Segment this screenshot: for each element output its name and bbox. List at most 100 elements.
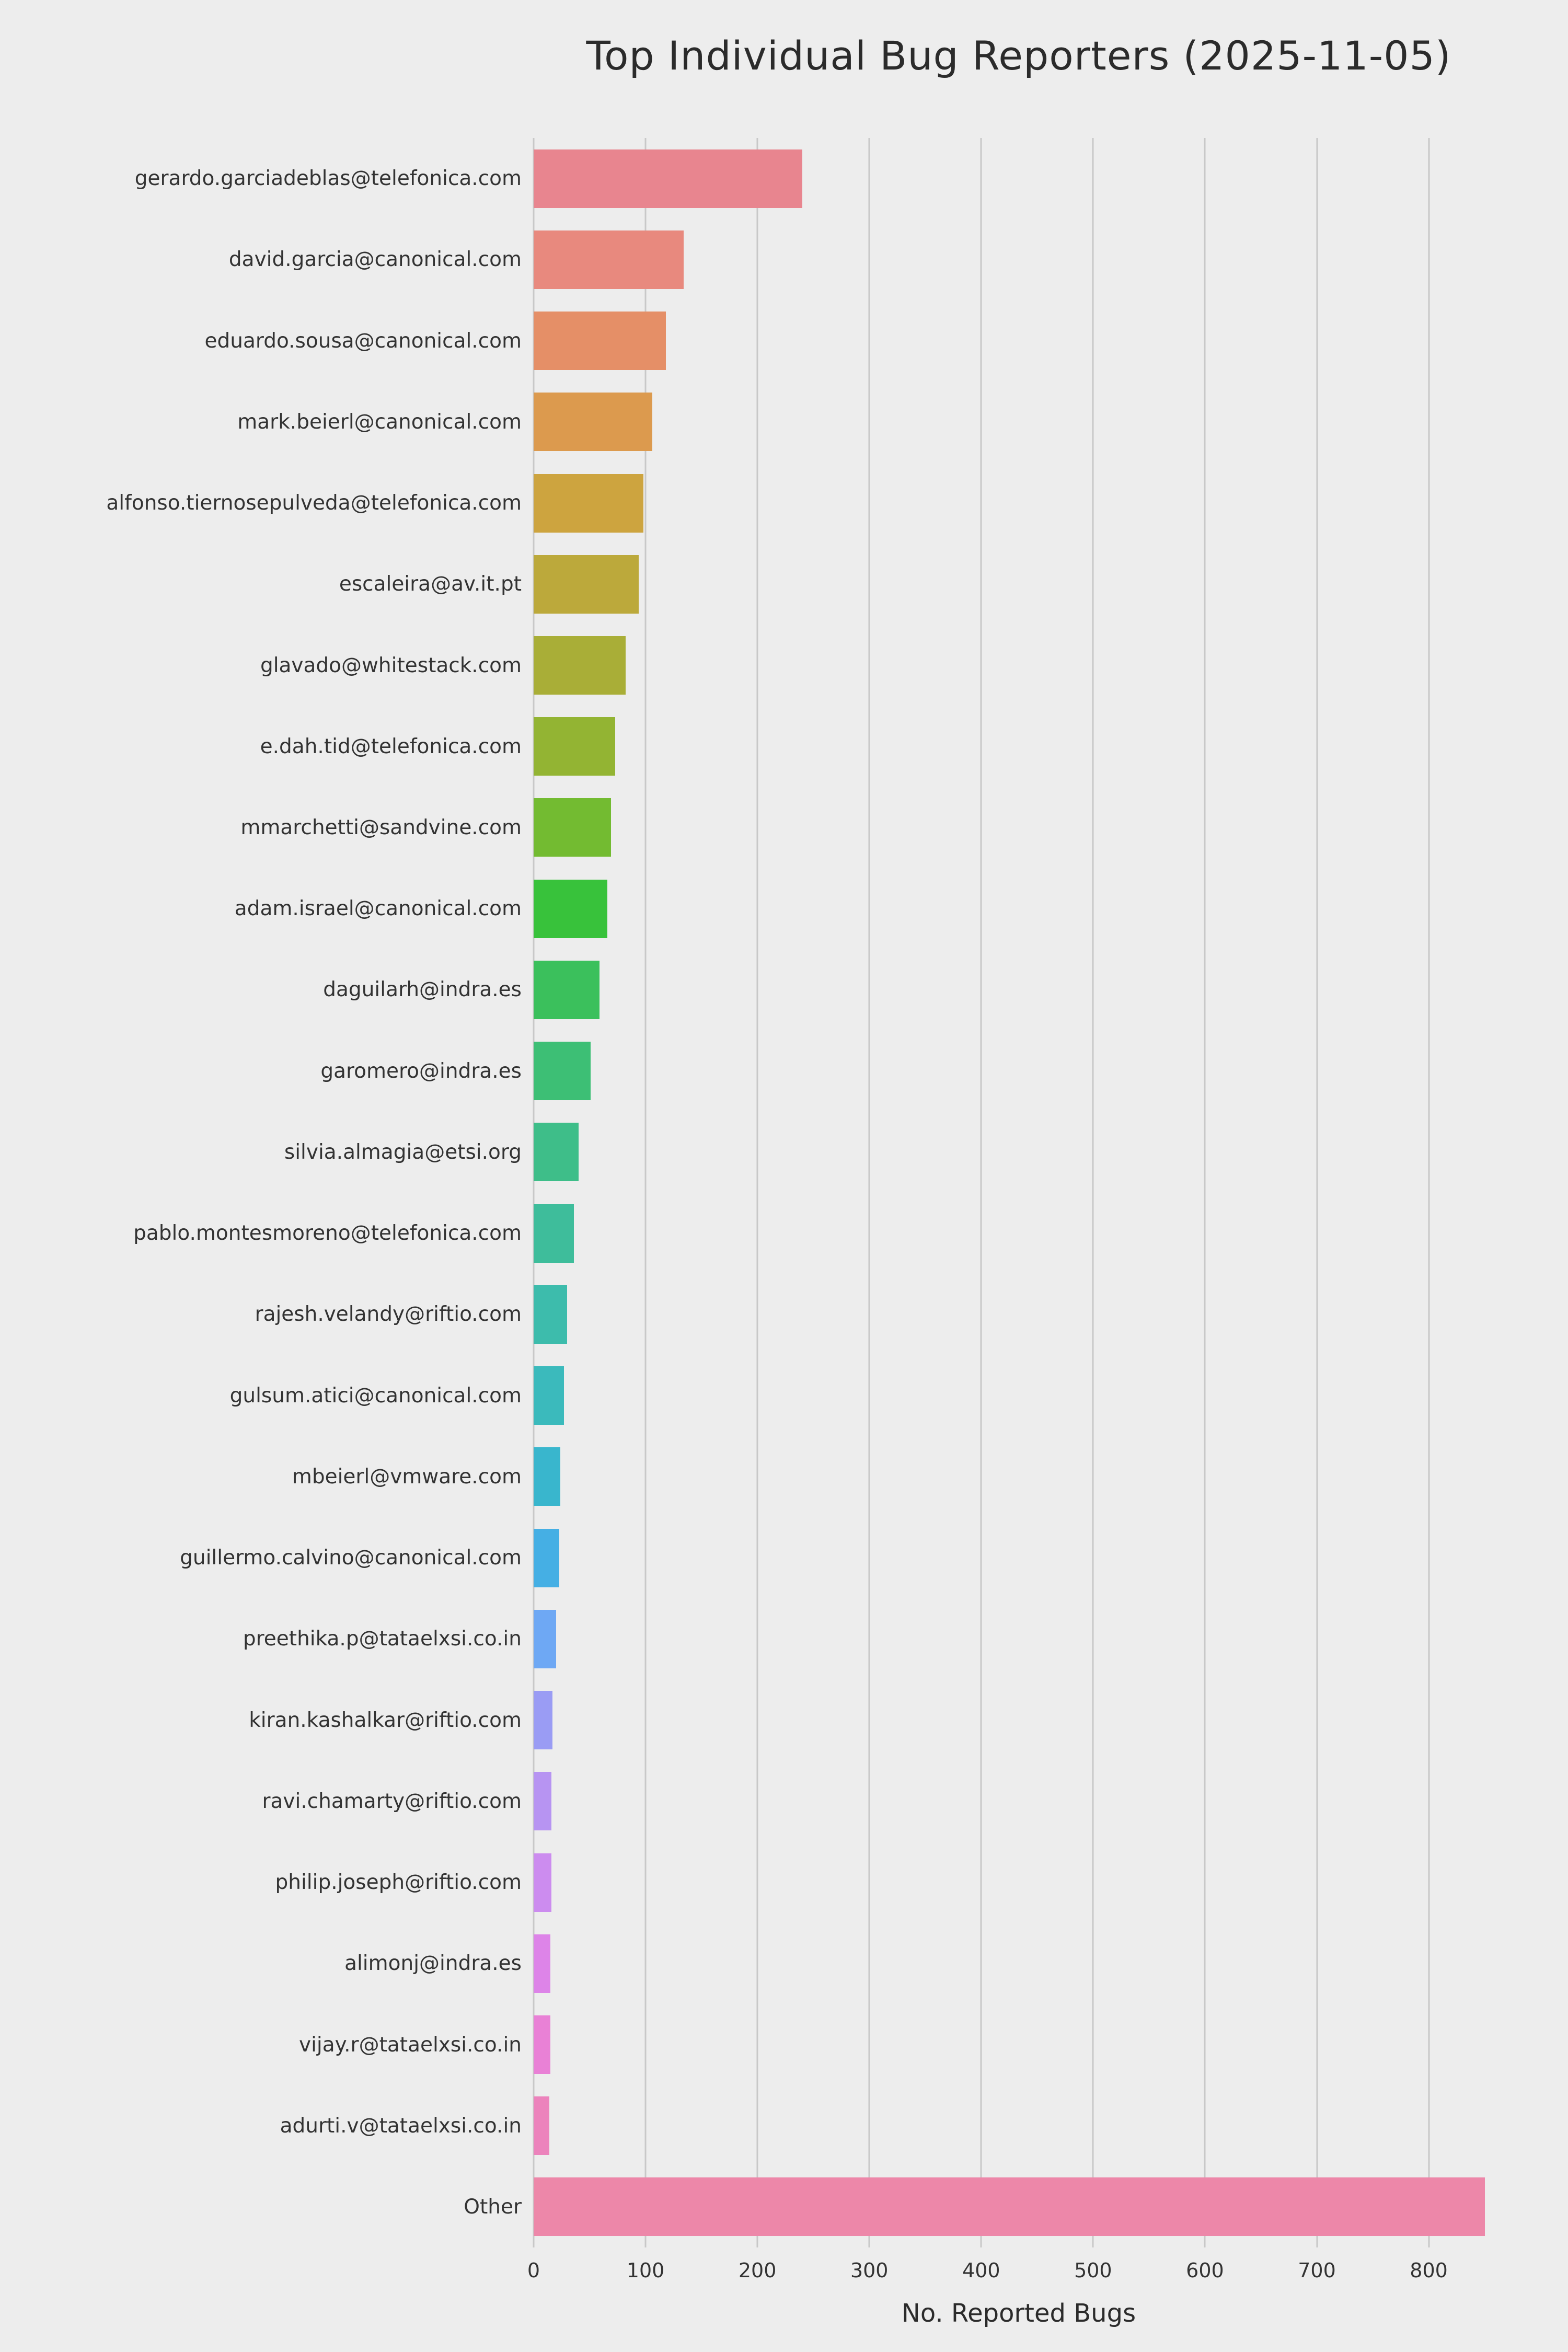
x-tick-label: 700 xyxy=(1298,2259,1336,2282)
gridline xyxy=(980,138,982,2247)
bar xyxy=(534,1204,574,1263)
x-tick-label: 100 xyxy=(626,2259,665,2282)
bar-row xyxy=(534,1517,1504,1598)
bar-row xyxy=(534,1274,1504,1355)
bar xyxy=(534,1934,551,1993)
bars xyxy=(534,138,1504,2247)
category-label: preethika.p@tataelxsi.co.in xyxy=(243,1627,522,1651)
bar xyxy=(534,2015,551,2074)
gridline xyxy=(533,138,535,2247)
bar-row xyxy=(534,1679,1504,1760)
category-label: rajesh.velandy@riftio.com xyxy=(255,1302,522,1327)
gridline xyxy=(644,138,647,2247)
bar-row xyxy=(534,219,1504,300)
category-label: ravi.chamarty@riftio.com xyxy=(262,1789,522,1813)
bar xyxy=(534,1285,568,1344)
bar xyxy=(534,636,626,695)
bar xyxy=(534,717,616,776)
x-tick-label: 800 xyxy=(1410,2259,1448,2282)
gridline xyxy=(1428,138,1430,2247)
bar-row xyxy=(534,706,1504,787)
chart-title: Top Individual Bug Reporters (2025-11-05… xyxy=(586,32,1451,79)
bar-row xyxy=(534,949,1504,1030)
bar xyxy=(534,1042,591,1101)
category-label: daguilarh@indra.es xyxy=(323,978,522,1002)
bar-row xyxy=(534,2004,1504,2085)
bar-row xyxy=(534,138,1504,219)
bar-row xyxy=(534,1031,1504,1112)
x-tick-label: 600 xyxy=(1186,2259,1224,2282)
bar-row xyxy=(534,868,1504,949)
category-label: adurti.v@tataelxsi.co.in xyxy=(280,2114,522,2138)
category-label: gerardo.garciadeblas@telefonica.com xyxy=(134,167,522,191)
category-label: e.dah.tid@telefonica.com xyxy=(260,734,522,758)
bar xyxy=(534,393,652,452)
bar-row xyxy=(534,300,1504,381)
bar xyxy=(534,1772,552,1831)
bar xyxy=(534,2177,1485,2236)
gridline xyxy=(1316,138,1318,2247)
category-label: silvia.almagia@etsi.org xyxy=(284,1140,522,1164)
bar-row xyxy=(534,2085,1504,2166)
bar-row xyxy=(534,1436,1504,1517)
plot-area xyxy=(533,138,1504,2247)
bar xyxy=(534,1691,553,1750)
bar xyxy=(534,555,639,614)
bar-row xyxy=(534,382,1504,463)
bar xyxy=(534,474,643,533)
category-label: garomero@indra.es xyxy=(320,1059,522,1083)
bar xyxy=(534,230,684,289)
bar xyxy=(534,1528,560,1587)
bar xyxy=(534,879,608,938)
bar-row xyxy=(534,2166,1504,2247)
bar xyxy=(534,798,611,857)
bar-row xyxy=(534,1355,1504,1436)
category-label: alimonj@indra.es xyxy=(344,1952,522,1976)
gridline xyxy=(1204,138,1206,2247)
category-label: david.garcia@canonical.com xyxy=(228,248,522,272)
category-label: gulsum.atici@canonical.com xyxy=(229,1383,522,1408)
x-tick-label: 200 xyxy=(738,2259,777,2282)
x-tick-label: 500 xyxy=(1074,2259,1112,2282)
category-label: eduardo.sousa@canonical.com xyxy=(204,329,522,353)
bar xyxy=(534,149,802,208)
bar-row xyxy=(534,1761,1504,1842)
y-axis-labels: gerardo.garciadeblas@telefonica.com david… xyxy=(0,138,522,2247)
category-label: adam.israel@canonical.com xyxy=(234,897,522,921)
bar-row xyxy=(534,1842,1504,1923)
x-axis-label: No. Reported Bugs xyxy=(901,2299,1136,2328)
category-label: Other xyxy=(464,2195,522,2219)
gridlines xyxy=(533,138,1504,2247)
category-label: mmarchetti@sandvine.com xyxy=(240,815,522,839)
x-tick-label: 300 xyxy=(850,2259,889,2282)
bar xyxy=(534,960,600,1019)
category-label: alfonso.tiernosepulveda@telefonica.com xyxy=(106,491,522,515)
category-label: kiran.kashalkar@riftio.com xyxy=(249,1708,522,1732)
category-label: vijay.r@tataelxsi.co.in xyxy=(298,2033,522,2057)
bar xyxy=(534,1853,552,1912)
gridline xyxy=(868,138,870,2247)
bar-row xyxy=(534,1112,1504,1193)
category-label: escaleira@av.it.pt xyxy=(339,572,522,596)
bar-row xyxy=(534,787,1504,868)
bar xyxy=(534,312,666,371)
bar xyxy=(534,1123,579,1182)
bar xyxy=(534,1366,564,1425)
category-label: pablo.montesmoreno@telefonica.com xyxy=(133,1221,522,1246)
bar xyxy=(534,1447,561,1506)
bar-row xyxy=(534,463,1504,544)
bar-row xyxy=(534,1598,1504,1679)
x-tick-label: 0 xyxy=(527,2259,540,2282)
bar-row xyxy=(534,625,1504,706)
bar xyxy=(534,1609,556,1668)
x-tick-label: 400 xyxy=(962,2259,1000,2282)
x-axis-ticks: 0 100 200 300 400 500 600 700 800 xyxy=(527,2259,1504,2290)
bar-row xyxy=(534,1923,1504,2004)
bar xyxy=(534,2096,549,2155)
category-label: mark.beierl@canonical.com xyxy=(237,410,522,434)
category-label: guillermo.calvino@canonical.com xyxy=(180,1546,522,1570)
bar-row xyxy=(534,544,1504,625)
category-label: glavado@whitestack.com xyxy=(260,653,522,677)
bar-row xyxy=(534,1193,1504,1274)
